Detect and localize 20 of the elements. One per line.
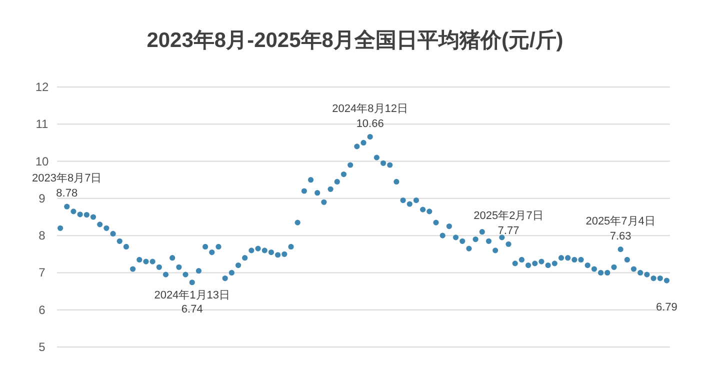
y-tick-label: 9 bbox=[38, 191, 46, 206]
annotation: 2023年8月7日 bbox=[32, 172, 102, 185]
y-tick-label: 12 bbox=[35, 80, 49, 94]
data-label: 7.77 bbox=[498, 225, 520, 238]
chart-title: 2023年8月-2025年8月全国日平均猪价(元/斤) bbox=[146, 28, 564, 52]
annotation: 2025年2月7日 bbox=[474, 210, 544, 222]
y-tick-label: 10 bbox=[35, 154, 49, 168]
y-tick-label: 5 bbox=[38, 340, 46, 354]
annotation: 2025年7月4日 bbox=[586, 215, 656, 228]
data-label: 8.78 bbox=[56, 188, 78, 200]
data-label: 6.79 bbox=[656, 302, 678, 314]
annotation: 2024年1月13日 bbox=[154, 289, 230, 302]
y-tick-label: 6 bbox=[38, 302, 46, 317]
data-label: 7.63 bbox=[610, 230, 632, 242]
data-label: 10.66 bbox=[356, 118, 384, 130]
y-tick-label: 7 bbox=[38, 266, 46, 280]
y-tick-label: 8 bbox=[38, 228, 46, 243]
y-tick-label: 11 bbox=[36, 117, 49, 132]
data-label: 6.74 bbox=[181, 303, 203, 316]
annotation: 2024年8月12日 bbox=[332, 102, 408, 115]
